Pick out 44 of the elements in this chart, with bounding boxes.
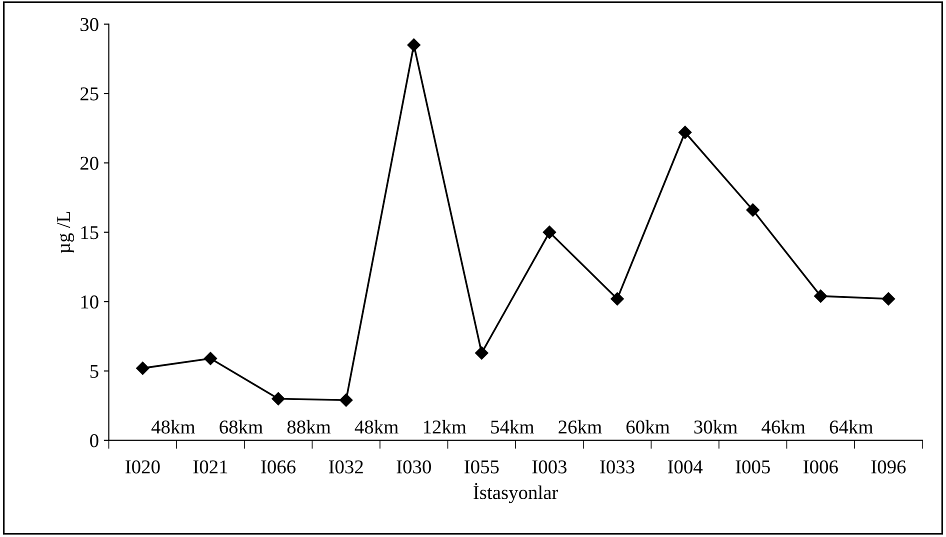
annotation: 48km <box>151 420 196 434</box>
y-tick-label: 15 <box>81 226 98 240</box>
y-tick-label: 20 <box>80 156 98 170</box>
annotation: 46km <box>762 420 806 434</box>
annotation: 30km <box>694 420 738 434</box>
y-axis-title: µg /L <box>57 212 74 254</box>
point <box>339 394 353 407</box>
annotation: 26km <box>558 420 602 434</box>
point <box>814 289 828 303</box>
y-tick-label: 0 <box>90 434 98 448</box>
annotation: 48km <box>354 420 398 434</box>
point <box>407 38 420 52</box>
point <box>542 226 556 239</box>
point <box>272 392 285 406</box>
annotation: 88km <box>287 420 331 434</box>
annotation: 64km <box>830 420 874 434</box>
point <box>882 292 896 306</box>
annotation: 60km <box>626 420 670 434</box>
x-tick-label: I055 <box>464 460 499 474</box>
x-tick-label: I005 <box>736 460 770 474</box>
x-tick-label: I030 <box>396 460 431 474</box>
x-tick-label: I021 <box>193 460 228 474</box>
x-tick-label: I004 <box>668 460 703 474</box>
annotation: 68km <box>220 420 263 434</box>
y-tick-label: 5 <box>90 364 98 378</box>
x-tick-label: I003 <box>532 460 567 474</box>
x-tick-label: I066 <box>261 460 296 474</box>
point <box>610 292 624 306</box>
point <box>678 126 692 139</box>
point <box>136 362 150 375</box>
annotation: 54km <box>491 420 534 434</box>
x-tick-label: I096 <box>871 460 906 474</box>
y-tick-label: 25 <box>80 87 98 100</box>
point <box>204 352 218 366</box>
x-axis-title: İstasyonlar <box>474 482 558 504</box>
x-tick-label: I033 <box>600 460 634 474</box>
x-tick-label: I006 <box>804 460 838 474</box>
point <box>475 346 488 360</box>
x-tick-label: I020 <box>126 460 160 474</box>
annotation: 12km <box>424 420 466 434</box>
point <box>746 203 760 217</box>
x-tick-label: I032 <box>328 460 363 474</box>
y-tick-label: 10 <box>81 295 98 309</box>
y-tick-label: 30 <box>80 18 98 32</box>
